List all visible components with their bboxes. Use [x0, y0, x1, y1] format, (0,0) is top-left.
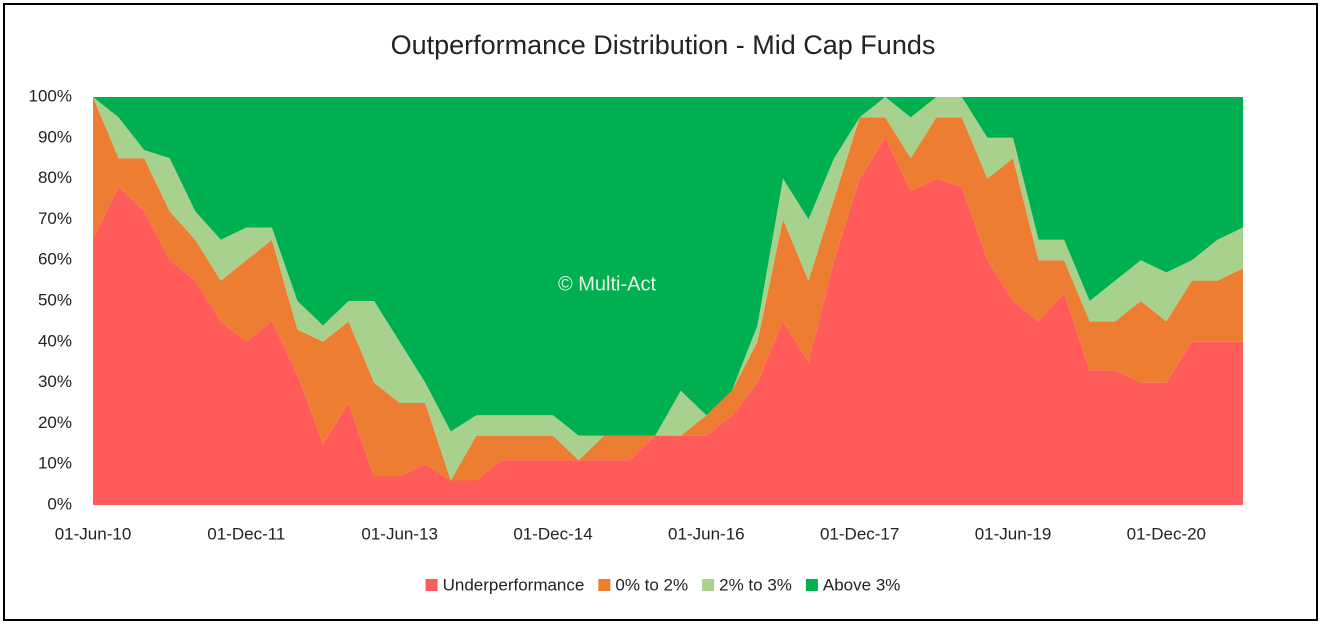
legend: Underperformance 0% to 2% 2% to 3% Above 3% — [425, 575, 901, 594]
legend-label: Underperformance — [443, 575, 585, 594]
x-tick-label: 01-Jun-13 — [361, 524, 438, 543]
y-tick-label: 40% — [38, 331, 72, 350]
plot-area — [93, 97, 1243, 506]
x-tick-label: 01-Jun-16 — [668, 524, 745, 543]
y-tick-label: 70% — [38, 209, 72, 228]
x-tick-label: 01-Dec-11 — [207, 524, 285, 543]
y-tick-label: 10% — [38, 454, 72, 473]
y-tick-label: 50% — [38, 290, 72, 309]
y-tick-label: 60% — [38, 250, 72, 269]
area — [93, 97, 1243, 481]
chart-title: Outperformance Distribution - Mid Cap Fu… — [391, 30, 936, 60]
legend-label: 0% to 2% — [615, 575, 688, 594]
area — [93, 137, 1243, 506]
legend-label: 2% to 3% — [719, 575, 792, 594]
y-tick-label: 0% — [47, 494, 72, 513]
legend-swatch — [805, 579, 818, 591]
y-tick-label: 20% — [38, 413, 72, 432]
x-tick-label: 01-Dec-17 — [820, 524, 899, 543]
y-tick-label: 100% — [29, 86, 72, 105]
x-tick-label: 01-Jun-10 — [55, 524, 132, 543]
area — [93, 97, 1243, 436]
legend-label: Above 3% — [823, 575, 901, 594]
x-tick-label: 01-Dec-14 — [513, 524, 592, 543]
legend-swatch — [425, 579, 438, 591]
x-tick-label: 01-Dec-20 — [1127, 524, 1206, 543]
watermark: © Multi-Act — [558, 273, 657, 295]
y-tick-label: 30% — [38, 372, 72, 391]
legend-swatch — [702, 579, 715, 591]
x-tick-label: 01-Jun-19 — [975, 524, 1052, 543]
y-tick-label: 80% — [38, 168, 72, 187]
area — [93, 97, 1243, 481]
y-tick-label: 90% — [38, 127, 72, 146]
legend-swatch — [598, 579, 611, 591]
